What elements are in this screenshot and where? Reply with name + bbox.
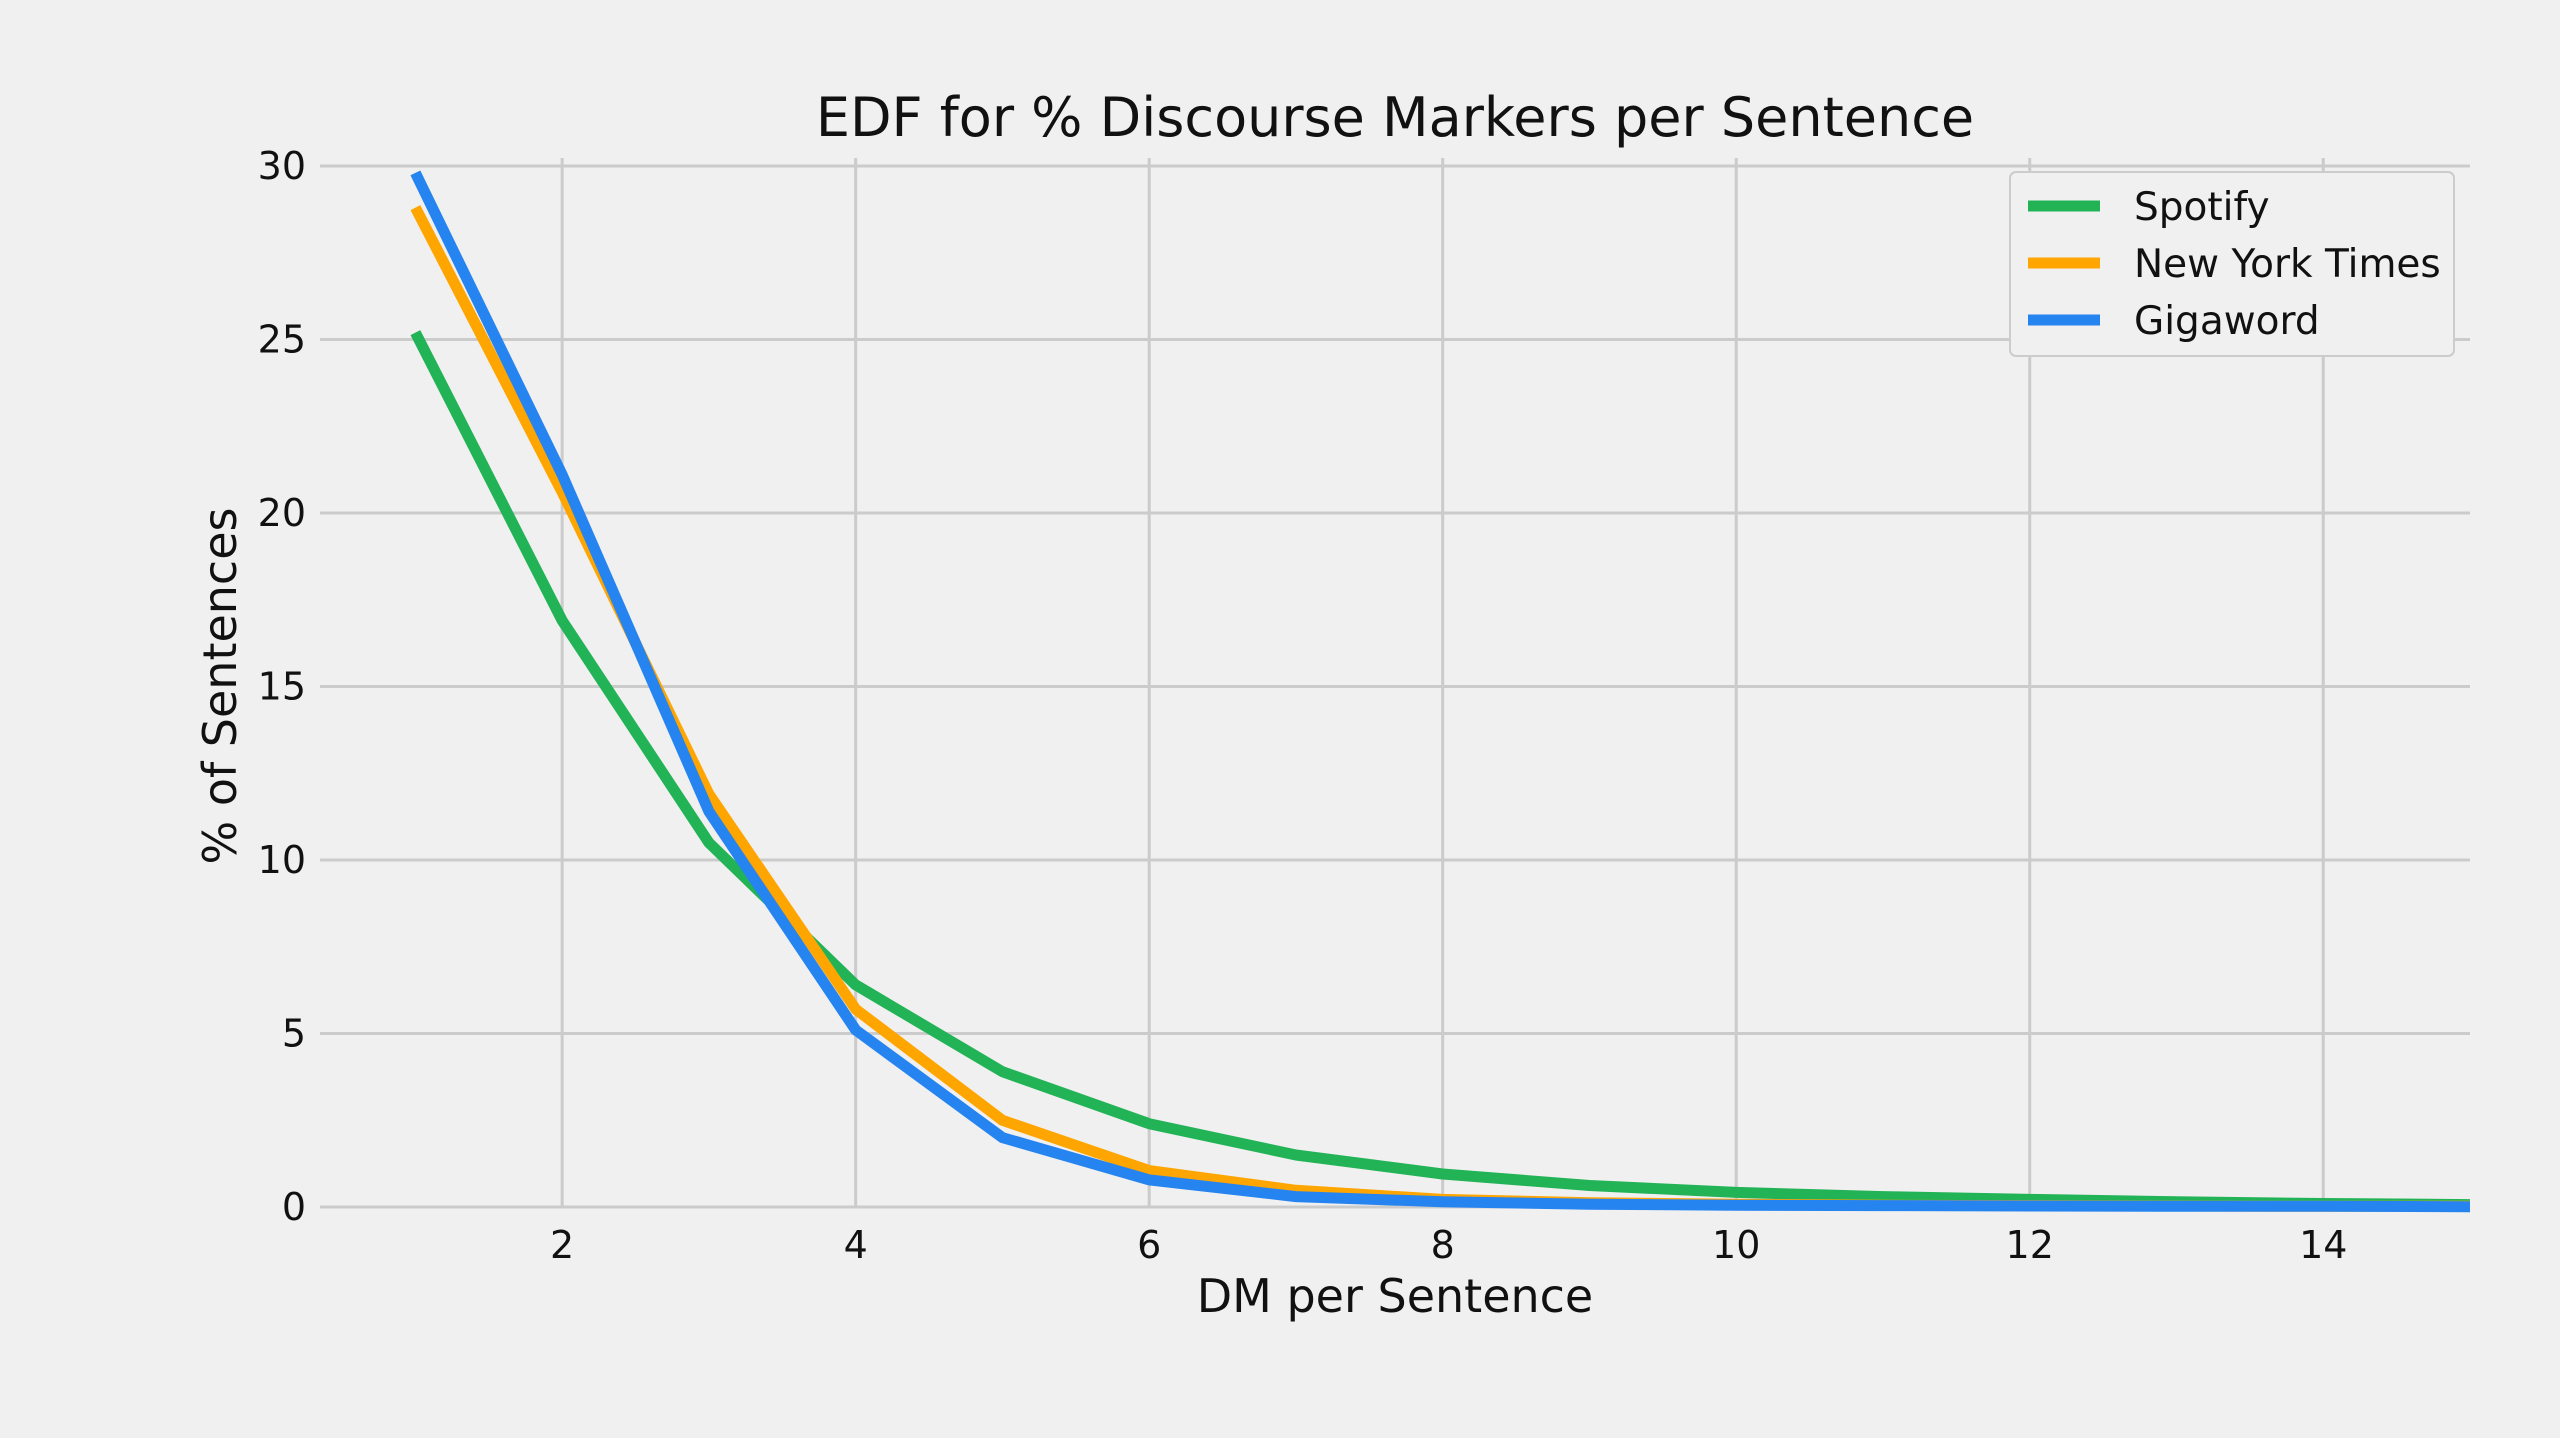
legend: Spotify New York Times Gigaword	[2009, 171, 2455, 357]
x-tick-label: 6	[1137, 1223, 1161, 1267]
x-tick-label: 8	[1431, 1223, 1455, 1267]
grid	[320, 158, 2470, 1209]
y-tick-label: 25	[258, 318, 306, 362]
chart-title: EDF for % Discourse Markers per Sentence	[816, 86, 1974, 149]
legend-label-new-york-times: New York Times	[2134, 242, 2441, 287]
x-axis-label: DM per Sentence	[1197, 1269, 1594, 1323]
y-tick-label: 10	[258, 838, 306, 882]
y-tick-label: 20	[258, 491, 306, 535]
y-axis-label: % of Sentences	[193, 508, 247, 865]
x-tick-label: 2	[550, 1223, 574, 1267]
x-tick-label: 12	[2006, 1223, 2054, 1267]
y-tick-label: 15	[258, 665, 306, 709]
x-tick-label: 4	[844, 1223, 868, 1267]
y-tick-label: 0	[282, 1185, 306, 1229]
series-layer	[410, 170, 2470, 1213]
legend-label-spotify: Spotify	[2134, 185, 2270, 230]
series-line-gigaword	[410, 170, 2470, 1213]
x-tick-label: 10	[1712, 1223, 1760, 1267]
x-tick-label: 14	[2299, 1223, 2347, 1267]
legend-label-gigaword: Gigaword	[2134, 299, 2320, 344]
legend-box	[2009, 171, 2455, 357]
y-tick-label: 5	[282, 1012, 306, 1056]
x-axis-ticks: 2 4 6 8 10 12 14	[550, 1223, 2347, 1267]
y-tick-label: 30	[258, 144, 306, 188]
y-axis-ticks: 0 5 10 15 20 25 30	[258, 144, 306, 1229]
